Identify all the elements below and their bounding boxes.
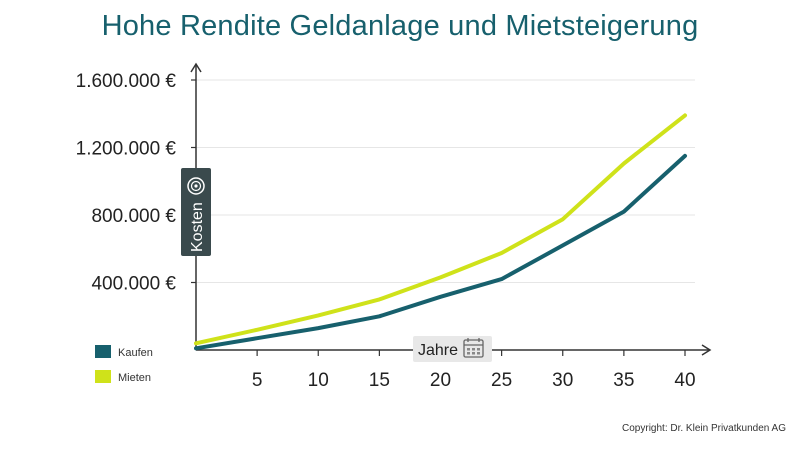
ylabel-text: Kosten	[189, 202, 206, 252]
legend-label-mieten: Mieten	[118, 372, 151, 384]
xtick-layer: 5 10 15 20 25 30 35 40	[252, 350, 696, 391]
series-layer	[194, 113, 687, 351]
chart-title: Hohe Rendite Geldanlage und Mietsteigeru…	[101, 10, 699, 42]
xtick-label: 30	[552, 370, 573, 391]
xtick-label: 10	[308, 370, 329, 391]
xlabel-text: Jahre	[418, 342, 458, 359]
grid-layer	[196, 79, 695, 283]
xtick-label: 20	[430, 370, 451, 391]
ytick-label: 1.200.000 €	[76, 139, 177, 160]
xlabel-box-bg	[413, 336, 492, 362]
x-axis-arrow	[701, 344, 712, 356]
xtick-label: 15	[369, 370, 390, 391]
xtick-label: 25	[491, 370, 512, 391]
ytick-layer: 400.000 € 800.000 € 1.200.000 € 1.600.000 €	[76, 71, 196, 295]
legend-swatch-mieten	[95, 370, 111, 383]
coin-icon	[187, 177, 205, 195]
ytick-label: 800.000 €	[91, 206, 176, 227]
ytick-label: 1.600.000 €	[76, 71, 177, 92]
legend-label-kaufen: Kaufen	[118, 347, 153, 359]
series-line-kaufen	[194, 153, 687, 351]
copyright-text: Copyright: Dr. Klein Privatkunden AG	[622, 423, 786, 434]
y-axis-arrow	[190, 62, 202, 73]
series-line-mieten	[194, 113, 687, 346]
xtick-label: 40	[674, 370, 695, 391]
ylabel-box: Kosten	[181, 168, 211, 256]
legend: Kaufen Mieten	[95, 345, 153, 384]
axis-layer	[190, 62, 712, 356]
calendar-icon	[463, 338, 484, 358]
ytick-label: 400.000 €	[91, 274, 176, 295]
xlabel-box: Jahre	[413, 336, 492, 362]
xtick-label: 5	[252, 370, 263, 391]
xtick-label: 35	[613, 370, 634, 391]
legend-swatch-kaufen	[95, 345, 111, 358]
